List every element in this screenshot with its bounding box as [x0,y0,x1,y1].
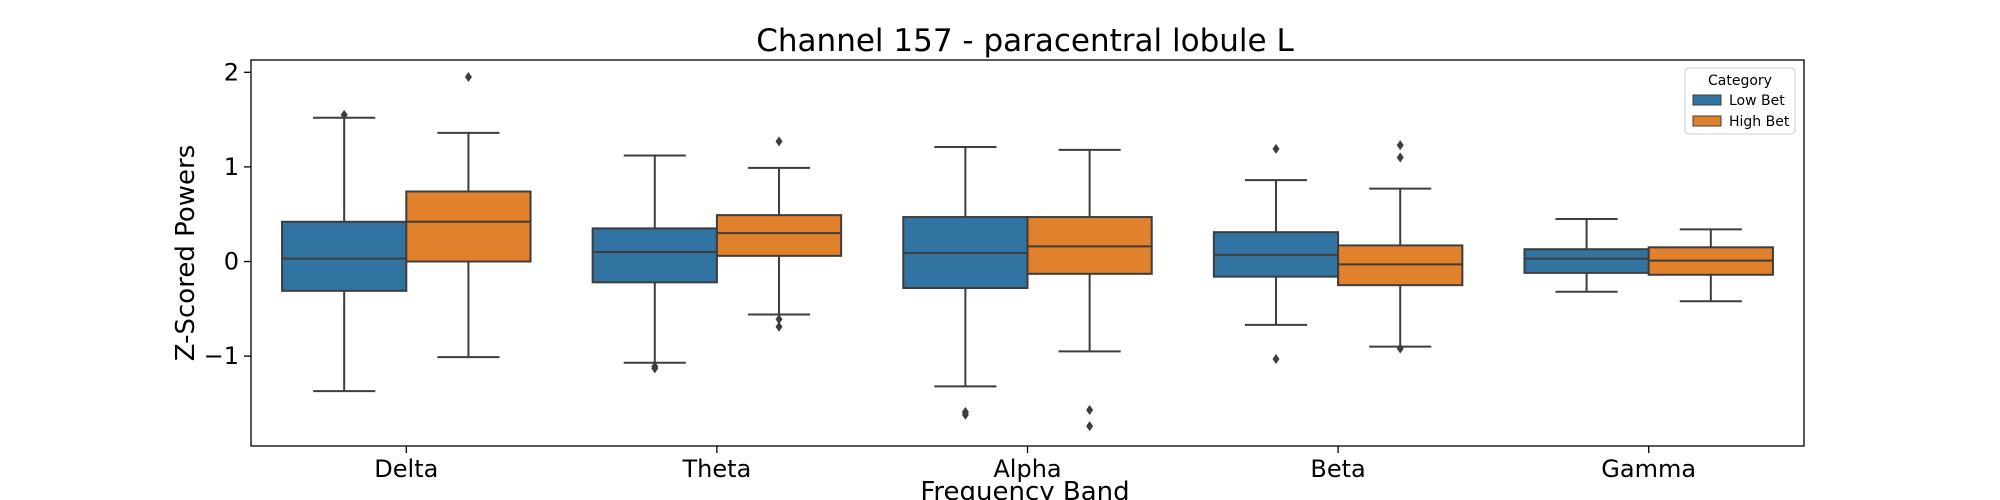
x-tick-label: Delta [374,455,438,483]
x-axis-title: Frequency Band [920,477,1129,500]
x-tick-label: Theta [682,455,752,483]
box-theta-low-bet [591,154,718,374]
x-tick-label: Gamma [1601,455,1696,483]
outlier-point [651,363,659,374]
y-tick-label: −1 [204,342,239,370]
outlier-point [340,109,348,120]
outlier-point [775,314,783,325]
y-tick-label: 2 [224,58,239,86]
box-iqr [715,214,843,257]
outlier-point [1272,143,1280,154]
box-gamma-high-bet [1647,228,1774,303]
plot-area: −1 0 1 2 Delta Theta Alpha Beta Gamma [204,58,1805,483]
outlier-point [464,72,472,83]
legend-label: High Bet [1729,114,1790,130]
x-tick-label: Beta [1310,455,1365,483]
box-theta-high-bet [715,136,843,332]
y-axis-title: Z-Scored Powers [171,145,201,361]
outlier-point [775,321,783,332]
box-iqr [591,227,718,284]
box-iqr [1523,248,1650,274]
outlier-point [1272,353,1280,364]
box-delta-low-bet [281,109,408,393]
outlier-point [1396,343,1404,354]
box-delta-high-bet [405,72,532,359]
legend-label: Low Bet [1729,93,1785,109]
box-iqr [281,220,408,292]
outlier-point [1396,140,1404,151]
y-tick-label: 1 [224,153,239,181]
legend: Category Low Bet High Bet [1684,67,1796,135]
outlier-point [1086,421,1094,432]
legend-swatch [1692,94,1722,106]
box-beta-low-bet [1212,143,1340,364]
box-alpha-low-bet [902,146,1029,420]
box-alpha-high-bet [1026,148,1153,432]
outlier-point [775,136,783,147]
box-gamma-low-bet [1523,217,1650,293]
x-tick-label: Alpha [993,455,1061,483]
box-beta-high-bet [1337,140,1464,354]
legend-swatch [1692,115,1722,127]
outlier-point [1086,405,1094,416]
outlier-point [1396,152,1404,163]
box-iqr [405,190,532,263]
chart-title: Channel 157 - paracentral lobule L [756,23,1294,59]
y-tick-label: 0 [224,248,239,276]
legend-title: Category [1708,73,1772,89]
outlier-point [961,409,969,420]
